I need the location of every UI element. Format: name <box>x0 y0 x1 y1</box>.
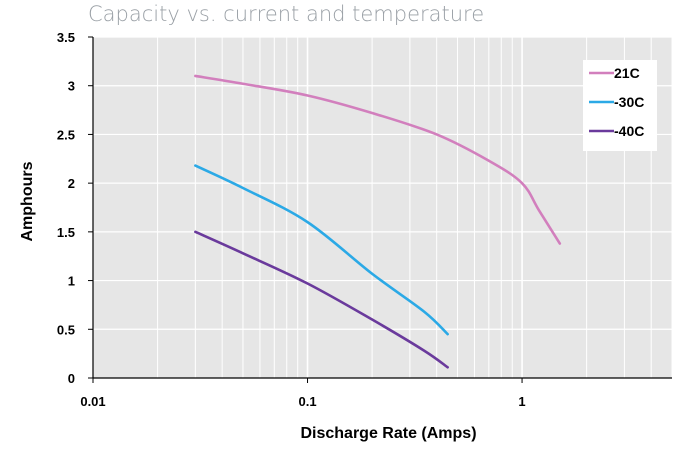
series-line-40C <box>194 230 449 369</box>
series-lines <box>194 74 562 369</box>
series-line-30C <box>194 164 449 336</box>
x-tick-label: 0.1 <box>298 394 316 409</box>
y-tick-label: 1 <box>68 274 75 289</box>
y-tick-label: 1.5 <box>57 225 75 240</box>
y-tick-label: 0 <box>68 371 75 386</box>
y-tick-label: 3.5 <box>57 30 75 45</box>
chart-title: Capacity vs. current and temperature <box>88 2 485 26</box>
x-tick-label: 1 <box>518 394 525 409</box>
legend-label: -30C <box>614 94 644 110</box>
y-tick-label: 0.5 <box>57 322 75 337</box>
axes: 0 0.5 1 1.5 2 2.5 3 3.5 0.01 0.1 1 <box>57 30 672 409</box>
grid <box>93 36 673 378</box>
legend-label: 21C <box>614 65 640 81</box>
series-line-21C <box>194 74 562 245</box>
legend-label: -40C <box>614 123 644 139</box>
y-tick-label: 3 <box>68 79 75 94</box>
x-tick-label: 0.01 <box>80 394 105 409</box>
x-axis-title: Discharge Rate (Amps) <box>300 425 476 442</box>
y-tick-label: 2.5 <box>57 127 75 142</box>
plot-background <box>93 37 672 378</box>
legend-box <box>583 60 657 151</box>
legend: 21C -30C -40C <box>583 60 657 151</box>
y-tick-label: 2 <box>68 176 75 191</box>
y-axis-title: Amphours <box>19 161 36 241</box>
